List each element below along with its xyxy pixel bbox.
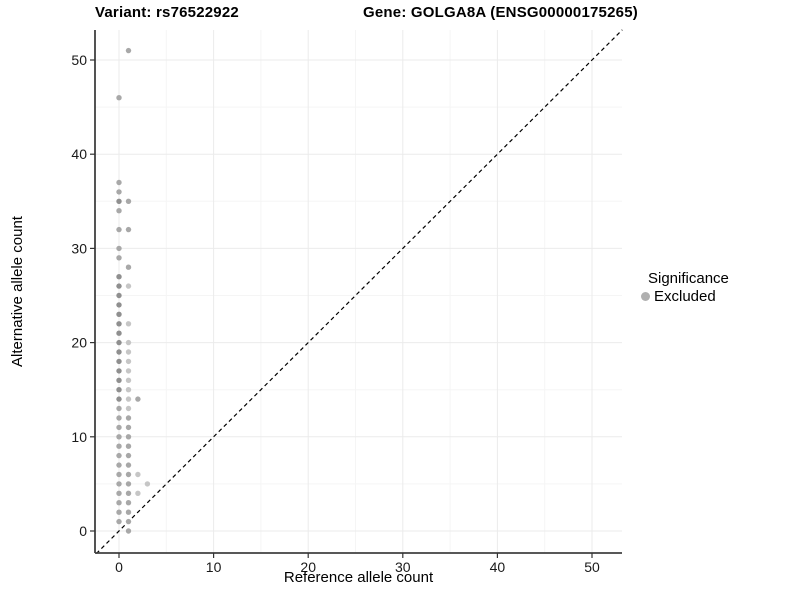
data-point [135, 396, 141, 402]
data-point [125, 471, 132, 478]
identity-line [95, 29, 623, 555]
data-point [116, 189, 122, 195]
data-point [116, 208, 122, 214]
legend-point-icon [641, 292, 650, 301]
data-point [125, 509, 132, 515]
data-point [135, 490, 141, 496]
data-point [125, 387, 132, 393]
data-point [116, 255, 122, 261]
data-point [116, 405, 122, 412]
data-point [125, 405, 132, 412]
data-point [125, 481, 132, 487]
x-tick-label: 40 [490, 559, 506, 575]
data-point [125, 47, 132, 54]
data-point [125, 415, 132, 421]
data-point [116, 462, 122, 468]
data-point [125, 396, 132, 402]
data-point [125, 424, 132, 431]
y-tick-label: 10 [71, 429, 87, 445]
plot-title-variant: Variant: rs76522922 [95, 4, 239, 21]
data-point [125, 226, 132, 233]
data-point [144, 481, 151, 487]
data-point [116, 387, 122, 393]
legend-item-excluded: Excluded [641, 288, 729, 305]
data-point [125, 528, 132, 534]
data-point [125, 368, 132, 374]
data-point [116, 349, 122, 355]
data-point [116, 368, 122, 374]
x-tick-label: 20 [300, 559, 316, 575]
data-point [116, 471, 122, 478]
data-point [116, 321, 122, 327]
data-point [116, 358, 122, 365]
plot-title-gene: Gene: GOLGA8A (ENSG00000175265) [363, 4, 638, 21]
y-tick-label: 40 [71, 146, 87, 162]
data-point [125, 321, 132, 327]
data-point [116, 311, 122, 317]
data-point [116, 283, 122, 289]
data-point [116, 330, 122, 336]
y-tick-label: 20 [71, 335, 87, 351]
data-point [116, 500, 122, 506]
y-tick-label: 0 [79, 523, 87, 539]
data-point [116, 481, 122, 487]
data-point [116, 396, 122, 402]
data-point [116, 226, 122, 233]
data-point [116, 509, 122, 515]
data-point [125, 452, 132, 459]
data-point [116, 274, 122, 280]
x-tick-label: 30 [395, 559, 411, 575]
y-axis-title: Alternative allele count [9, 216, 26, 367]
data-point [116, 452, 122, 459]
data-point [116, 292, 122, 299]
data-point [116, 95, 122, 101]
y-tick-label: 30 [71, 240, 87, 256]
data-point [125, 349, 132, 355]
data-point [125, 264, 132, 270]
y-tick-label: 50 [71, 52, 87, 68]
data-point [125, 518, 132, 525]
data-point [116, 490, 122, 496]
legend: Significance Excluded [641, 270, 729, 305]
data-point [116, 518, 122, 525]
x-tick-label: 50 [584, 559, 600, 575]
legend-title: Significance [648, 270, 729, 287]
data-point [125, 434, 132, 440]
data-point [116, 198, 122, 204]
data-point [135, 471, 141, 478]
data-point [116, 245, 122, 252]
data-point [116, 424, 122, 431]
legend-item-label: Excluded [654, 288, 716, 305]
x-tick-label: 10 [206, 559, 222, 575]
data-point [116, 434, 122, 440]
data-point [125, 490, 132, 496]
panel-background [95, 30, 622, 553]
data-point [125, 500, 132, 506]
data-point [125, 358, 132, 365]
data-point [125, 377, 132, 383]
data-point [116, 443, 122, 449]
data-point [116, 415, 122, 421]
data-point [125, 198, 132, 204]
data-point [116, 339, 122, 346]
x-axis-title: Reference allele count [283, 569, 434, 586]
x-tick-label: 0 [115, 559, 123, 575]
data-point [116, 302, 122, 308]
data-point [116, 179, 122, 186]
data-point [116, 377, 122, 383]
data-point [125, 283, 132, 289]
data-point [125, 339, 132, 346]
data-point [125, 443, 132, 449]
data-point [125, 462, 132, 468]
